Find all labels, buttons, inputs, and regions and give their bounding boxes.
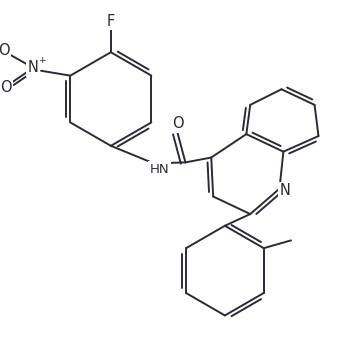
Text: HN: HN — [150, 163, 170, 176]
Text: +: + — [38, 55, 46, 65]
Text: N: N — [280, 183, 291, 198]
Text: O: O — [0, 80, 12, 95]
Text: O: O — [172, 116, 183, 131]
Text: N: N — [28, 60, 39, 75]
Text: F: F — [107, 13, 115, 28]
Text: O: O — [0, 43, 10, 58]
